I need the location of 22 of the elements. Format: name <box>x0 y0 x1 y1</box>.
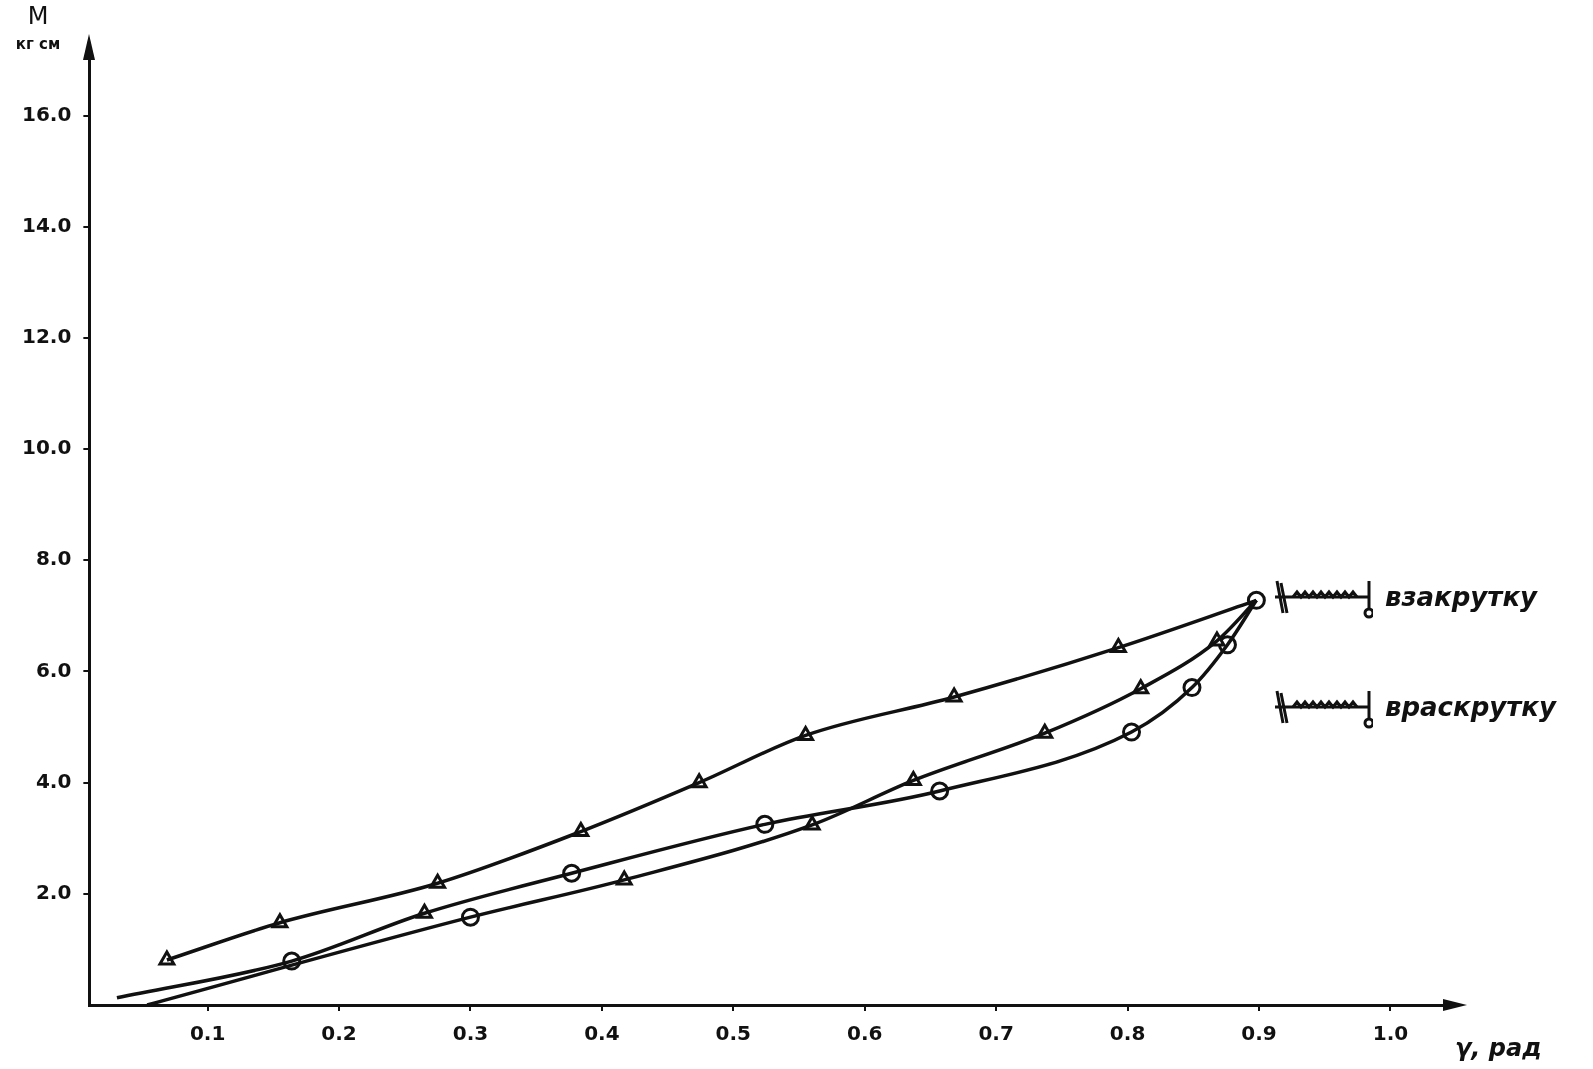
x-tick-label: 0.6 <box>847 1021 883 1046</box>
y-tick-label: 2.0 <box>35 880 72 905</box>
x-tick-label: 0.2 <box>321 1021 357 1046</box>
y-tick-label: 8.0 <box>35 546 72 571</box>
x-tick-label: 0.5 <box>715 1021 752 1046</box>
y-tick-label: 4.0 <box>35 768 72 793</box>
x-tick-label: 0.1 <box>189 1021 226 1046</box>
x-tick-label: 0.4 <box>584 1021 620 1046</box>
y-tick-label: 10.0 <box>21 435 72 460</box>
x-tick-label: 0.9 <box>1241 1021 1277 1046</box>
y-tick-label: 16.0 <box>21 101 72 126</box>
annotation: враскрутку <box>1385 692 1556 722</box>
y-tick-label: 12.0 <box>21 324 72 349</box>
x-tick-label: 1.0 <box>1372 1021 1409 1046</box>
y-tick-label: 6.0 <box>35 657 72 682</box>
x-tick-label: 0.8 <box>1109 1021 1146 1046</box>
annotation: взакрутку <box>1385 582 1537 612</box>
y-axis-title: M кг см <box>15 2 61 53</box>
x-axis-title: γ, рад <box>1455 1034 1542 1063</box>
x-tick-label: 0.7 <box>978 1021 1014 1046</box>
y-tick-label: 14.0 <box>21 212 72 237</box>
x-tick-label: 0.3 <box>452 1021 489 1046</box>
